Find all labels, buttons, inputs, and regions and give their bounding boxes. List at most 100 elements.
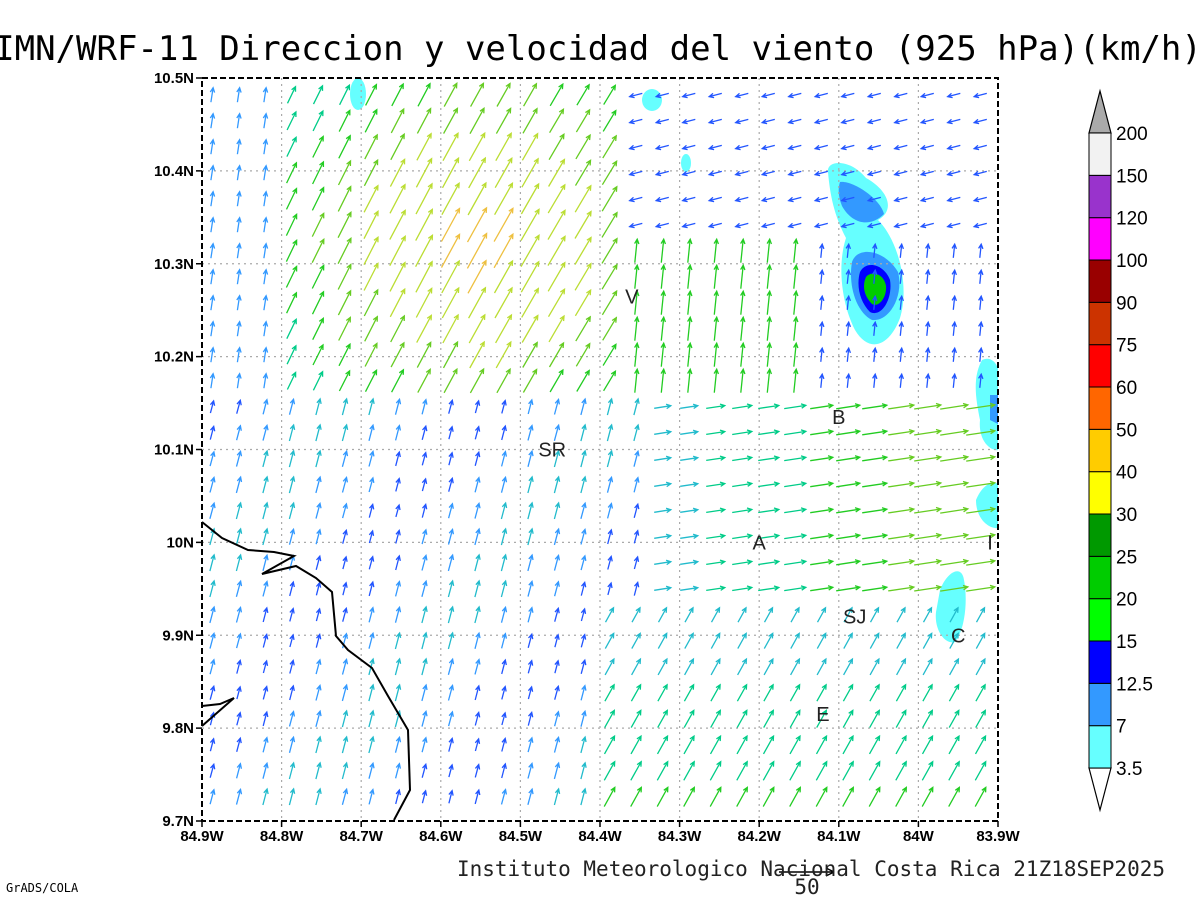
wind-vector — [898, 346, 905, 362]
wind-vector — [819, 320, 825, 336]
wind-vector — [862, 585, 889, 592]
wind-vector — [684, 657, 695, 676]
wind-vector — [342, 528, 348, 544]
wind-vector — [810, 559, 835, 566]
wind-vector — [893, 222, 908, 229]
wind-vector — [311, 290, 325, 315]
wind-vector — [421, 631, 428, 650]
wind-vector — [975, 606, 986, 623]
wind-vector — [601, 211, 618, 238]
y-tick-label: 9.8N — [162, 720, 194, 737]
wind-vector — [810, 533, 835, 540]
wind-vector — [209, 658, 216, 675]
wind-vector — [628, 144, 643, 151]
wind-vector — [520, 260, 540, 293]
wind-vector — [946, 196, 961, 203]
wind-vector — [680, 559, 700, 566]
wind-vector — [368, 502, 375, 518]
wind-vector — [574, 288, 592, 317]
wind-vector — [732, 507, 754, 514]
wind-vector — [368, 555, 375, 570]
wind-vector — [706, 429, 727, 436]
wind-vector — [813, 170, 828, 177]
wind-vector — [793, 367, 799, 393]
colorbar-segment — [1088, 640, 1112, 684]
wind-vector — [628, 92, 643, 99]
wind-vector — [262, 633, 269, 648]
wind-vector — [312, 109, 324, 132]
wind-vector — [630, 760, 642, 781]
wind-vector — [262, 294, 269, 311]
wind-vector — [869, 709, 881, 728]
wind-vector — [603, 84, 617, 105]
wind-vector — [813, 118, 828, 125]
wind-vector — [601, 185, 618, 212]
wind-vector — [421, 502, 428, 518]
wind-vector — [368, 476, 375, 493]
wind-vector — [951, 294, 958, 310]
wind-vector — [262, 346, 269, 363]
wind-vector — [580, 787, 587, 806]
wind-vector — [974, 734, 987, 755]
wind-vector — [816, 632, 827, 649]
wind-vector — [868, 760, 881, 781]
wind-vector — [394, 580, 402, 597]
wind-vector — [966, 402, 997, 410]
wind-vector — [394, 762, 402, 779]
wind-vector — [553, 580, 560, 597]
wind-vector — [337, 289, 352, 316]
wind-vector — [421, 528, 428, 545]
wind-vector — [790, 606, 800, 623]
wind-vector — [209, 684, 216, 700]
wind-vector — [680, 585, 700, 592]
wind-vector — [448, 425, 454, 440]
wind-vector — [951, 242, 958, 258]
wind-vector — [940, 402, 970, 410]
wind-vector — [709, 786, 722, 807]
wind-vector — [790, 657, 801, 676]
wind-vector — [872, 372, 878, 388]
wind-vector — [607, 581, 613, 596]
wind-vector — [236, 685, 242, 700]
wind-vector — [687, 237, 693, 263]
wind-vector — [262, 501, 269, 520]
shade-green — [864, 273, 887, 305]
wind-vector — [734, 196, 749, 203]
wind-vector — [634, 315, 640, 341]
wind-vector — [869, 632, 880, 649]
wind-vector — [394, 605, 402, 623]
wind-vector — [448, 398, 454, 414]
wind-vector — [869, 657, 880, 676]
wind-vector — [766, 237, 773, 263]
wind-vector — [758, 403, 781, 410]
wind-vector — [816, 606, 827, 623]
wind-vector — [603, 369, 617, 392]
wind-vector — [940, 428, 970, 436]
shade-cyan — [975, 358, 998, 451]
wind-vector — [601, 160, 618, 186]
wind-vector — [604, 709, 616, 728]
wind-vector — [527, 787, 534, 805]
wind-vector — [713, 237, 720, 263]
wind-vector — [527, 527, 534, 546]
wind-vector — [235, 606, 243, 623]
wind-vector — [975, 683, 986, 702]
wind-vector — [553, 475, 561, 494]
colorbar-lower-arrow — [1088, 767, 1112, 813]
wind-vector — [209, 579, 216, 598]
wind-vector — [966, 506, 997, 514]
wind-vector — [893, 170, 908, 177]
wind-vector — [602, 134, 617, 159]
wind-vector — [893, 196, 908, 203]
wind-vector — [500, 605, 508, 623]
wind-vector — [687, 315, 693, 341]
wind-vector — [312, 343, 324, 366]
wind-vector — [975, 709, 987, 728]
wind-vector — [706, 481, 727, 488]
wind-vector — [391, 368, 405, 393]
wind-vector — [474, 788, 481, 805]
wind-vector — [289, 659, 295, 674]
wind-vector — [972, 92, 987, 99]
wind-vector — [758, 533, 781, 540]
wind-vector — [341, 476, 349, 493]
